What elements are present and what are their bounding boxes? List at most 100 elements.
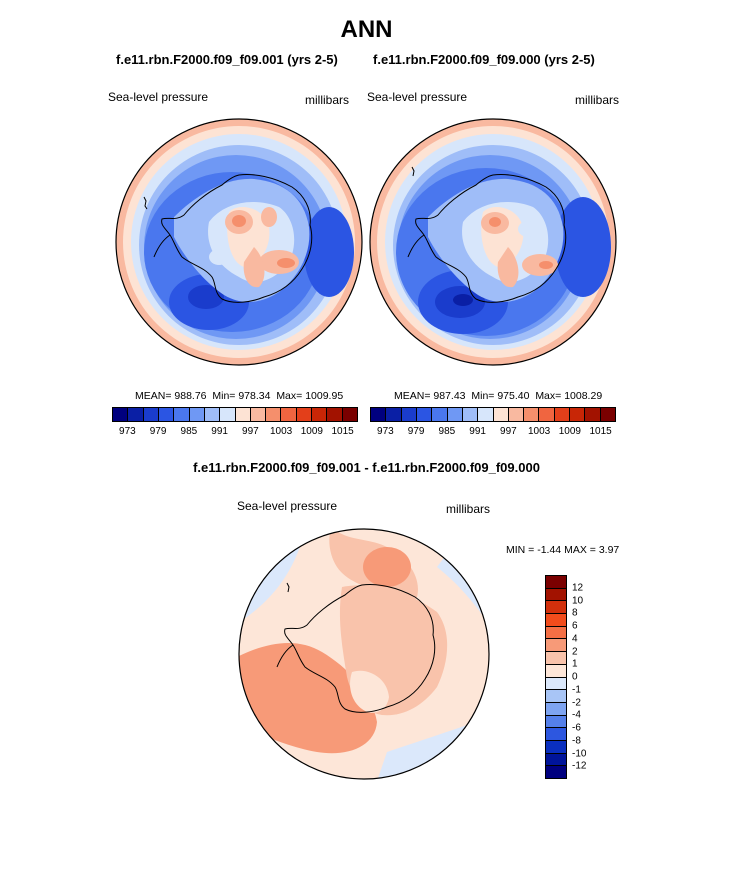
colorbar-tick-label: 997	[500, 426, 517, 437]
colorbar-swatch	[416, 408, 433, 421]
colorbar-tick-label: 1003	[270, 426, 293, 437]
colorbar-swatch	[478, 408, 494, 421]
colorbar-swatch	[113, 408, 129, 421]
diff-title: f.e11.rbn.F2000.f09_f09.001 - f.e11.rbn.…	[193, 460, 540, 475]
colorbar-swatch	[266, 408, 282, 421]
colorbar-tick-label: 985	[180, 426, 198, 437]
colorbar-tick-label: 997	[242, 426, 259, 437]
colorbar-swatch	[508, 408, 525, 421]
panel-1-units: millibars	[305, 93, 350, 107]
colorbar-swatch	[546, 652, 566, 665]
colorbar-panel-1	[112, 407, 358, 422]
max-value: 1008.29	[564, 390, 603, 402]
colorbar-swatch	[493, 408, 509, 421]
colorbar-tick-label: -12	[572, 760, 587, 772]
colorbar-swatch	[220, 408, 236, 421]
colorbar-panel-2	[370, 407, 616, 422]
colorbar-tick-label: 985	[438, 426, 456, 437]
colorbar-tick-label: -6	[572, 722, 581, 734]
mean-value: 988.76	[174, 390, 207, 402]
colorbar-swatch	[296, 408, 313, 421]
panel-1-stats: MEAN= 988.76 Min= 978.34 Max= 1009.95	[135, 390, 343, 402]
map-panel-2	[369, 118, 617, 366]
colorbar-swatch	[447, 408, 463, 421]
colorbar-tick-label: 1009	[300, 426, 323, 437]
colorbar-swatch	[235, 408, 251, 421]
colorbar-tick-label: 1015	[331, 426, 354, 437]
min-label: Min=	[212, 390, 236, 402]
colorbar-tick-label: 979	[407, 426, 425, 437]
diff-min-label: MIN =	[506, 544, 535, 556]
min-value: 978.34	[238, 390, 271, 402]
colorbar-swatch	[204, 408, 221, 421]
mean-value: 987.43	[433, 390, 466, 402]
colorbar-swatch	[546, 753, 566, 767]
colorbar-swatch	[546, 728, 566, 741]
colorbar-swatch	[524, 408, 540, 421]
colorbar-difference-ticks: 12 10 8 6 4 2 1 0 -1 -2 -4 -6 -8 -10 -12	[572, 575, 612, 779]
main-title: ANN	[340, 16, 393, 43]
colorbar-panel-1-ticks: 973 979 985 991 997 1003 1009 1015	[112, 426, 358, 440]
colorbar-swatch	[546, 639, 566, 653]
max-label: Max=	[535, 390, 562, 402]
colorbar-swatch	[546, 690, 566, 703]
colorbar-tick-label: 1003	[528, 426, 551, 437]
colorbar-swatch	[546, 601, 566, 615]
colorbar-tick-label: 6	[572, 620, 578, 632]
panel-2-variable: Sea-level pressure	[367, 90, 468, 104]
colorbar-swatch	[546, 614, 566, 627]
colorbar-swatch	[546, 664, 566, 678]
colorbar-tick-label: 0	[572, 671, 578, 683]
mean-label: MEAN=	[135, 390, 172, 402]
colorbar-tick-label: 12	[572, 582, 584, 594]
colorbar-swatch	[128, 408, 144, 421]
colorbar-swatch	[189, 408, 205, 421]
colorbar-swatch	[539, 408, 555, 421]
colorbar-swatch	[174, 408, 190, 421]
colorbar-tick-label: -10	[572, 748, 587, 759]
panel-1-title: f.e11.rbn.F2000.f09_f09.001 (yrs 2-5)	[116, 52, 338, 67]
colorbar-swatch	[585, 408, 601, 421]
colorbar-swatch	[371, 408, 387, 421]
colorbar-swatch	[250, 408, 267, 421]
colorbar-tick-label: 10	[572, 595, 584, 606]
colorbar-swatch	[546, 766, 566, 778]
panel-2-stats: MEAN= 987.43 Min= 975.40 Max= 1008.29	[394, 390, 602, 402]
colorbar-tick-label: 1015	[589, 426, 612, 437]
colorbar-swatch	[143, 408, 159, 421]
colorbar-panel-2-ticks: 973 979 985 991 997 1003 1009 1015	[370, 426, 616, 440]
colorbar-tick-label: 979	[149, 426, 167, 437]
colorbar-difference	[545, 575, 567, 779]
colorbar-swatch	[546, 626, 566, 640]
map-panel-1	[115, 118, 363, 366]
colorbar-tick-label: 8	[572, 607, 578, 619]
colorbar-swatch	[158, 408, 175, 421]
colorbar-swatch	[312, 408, 328, 421]
diff-max-label: MAX =	[564, 544, 596, 556]
panel-2-units: millibars	[575, 93, 620, 107]
colorbar-swatch	[546, 677, 566, 691]
diff-variable: Sea-level pressure	[237, 499, 338, 513]
colorbar-tick-label: -1	[572, 684, 581, 696]
colorbar-swatch	[342, 408, 357, 421]
colorbar-tick-label: -2	[572, 697, 581, 708]
diff-min-value: -1.44	[537, 544, 562, 556]
max-value: 1009.95	[305, 390, 344, 402]
panel-1-variable: Sea-level pressure	[108, 90, 209, 104]
colorbar-tick-label: 4	[572, 633, 578, 645]
colorbar-swatch	[546, 715, 566, 729]
colorbar-tick-label: -4	[572, 709, 581, 721]
colorbar-swatch	[327, 408, 343, 421]
colorbar-swatch	[554, 408, 571, 421]
panel-2-title: f.e11.rbn.F2000.f09_f09.000 (yrs 2-5)	[373, 52, 595, 67]
colorbar-swatch	[281, 408, 297, 421]
diff-units: millibars	[446, 502, 491, 516]
colorbar-swatch	[546, 576, 566, 589]
colorbar-swatch	[546, 588, 566, 602]
colorbar-tick-label: 991	[469, 426, 486, 437]
colorbar-tick-label: 1009	[558, 426, 581, 437]
diff-max-value: 3.97	[598, 544, 620, 556]
colorbar-tick-label: 973	[119, 426, 136, 437]
colorbar-tick-label: -8	[572, 735, 581, 747]
colorbar-swatch	[401, 408, 417, 421]
